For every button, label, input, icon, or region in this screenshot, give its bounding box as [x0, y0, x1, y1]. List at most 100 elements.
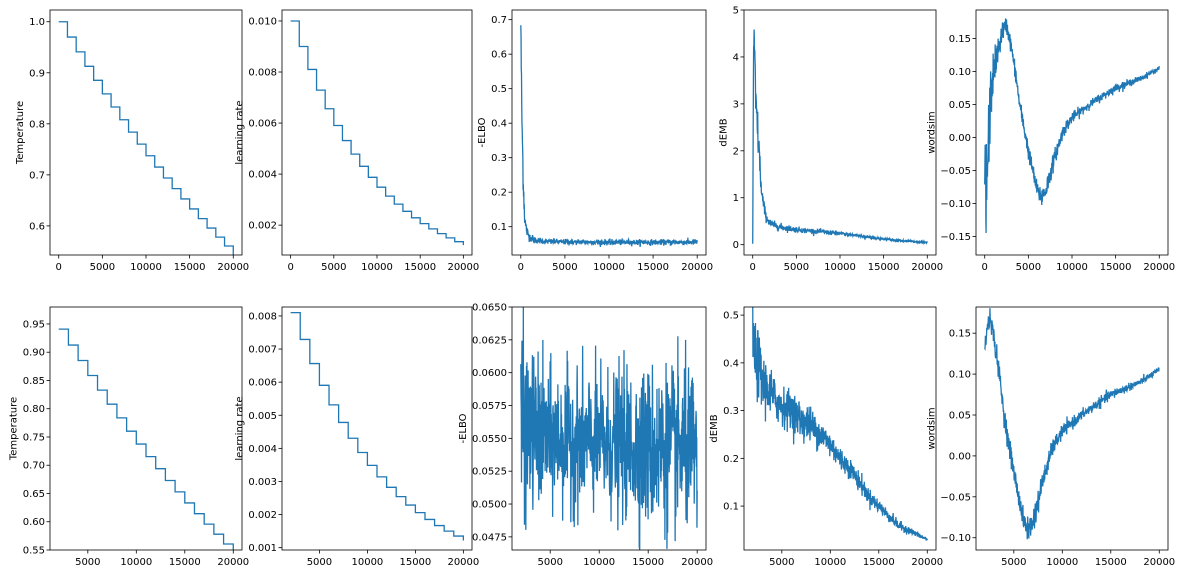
x-tick-label: 5000: [1016, 262, 1041, 273]
x-tick-label: 10000: [814, 557, 846, 568]
y-axis-label: dEMB: [709, 414, 720, 442]
x-tick-label: 15000: [404, 262, 436, 273]
y-tick-label: 0.60: [23, 517, 45, 528]
y-tick-label: 0.90: [23, 348, 45, 359]
x-tick-label: 10000: [361, 262, 393, 273]
y-tick-label: 0.3: [491, 153, 507, 164]
x-tick-label: 20000: [681, 557, 713, 568]
y-tick-label: 0.05: [949, 411, 971, 422]
series-line: [984, 308, 1160, 540]
y-tick-label: 0.10: [949, 67, 971, 78]
y-tick-label: 0.75: [23, 432, 45, 443]
y-tick-label: 0.010: [248, 16, 277, 27]
y-tick-label: 0.0550: [472, 434, 507, 445]
y-tick-label: 0.65: [23, 489, 45, 500]
subplot-5: 0 5000 10000 15000 20000 −0.15 −0.10 −0.05 0.00 0…: [926, 9, 1175, 273]
axes-frame: [281, 306, 473, 551]
x-tick-label: 20000: [447, 557, 479, 568]
x-tick-label: 0: [750, 262, 756, 273]
y-tick-label: 0.10: [949, 370, 971, 381]
y-tick-label: 0.5: [491, 84, 507, 95]
y-tick-label: 0.0625: [472, 335, 507, 346]
x-tick-label: 5000: [552, 262, 577, 273]
y-tick-label: 0.007: [248, 345, 277, 356]
subplot-3: 0 5000 10000 15000 20000 0.1 0.2 0.3 0.4 0.5 0.6 0.…: [477, 9, 713, 273]
series-line: [520, 25, 698, 247]
y-tick-label: 0.5: [723, 311, 739, 322]
y-tick-label: 0.15: [949, 34, 971, 45]
y-tick-label: 0.006: [248, 378, 277, 389]
y-axis-label: learning rate: [234, 396, 245, 460]
y-tick-label: 0.001: [248, 543, 277, 554]
x-tick-label: 10000: [130, 262, 162, 273]
y-tick-label: 0.4: [723, 358, 739, 369]
x-tick-label: 0: [982, 262, 988, 273]
y-tick-label: 0.0500: [472, 500, 507, 511]
y-tick-label: 0.9: [29, 68, 45, 79]
y-tick-label: 0.6: [29, 221, 45, 232]
x-tick-label: 5000: [784, 262, 809, 273]
x-tick-label: 15000: [637, 262, 669, 273]
subplot-10: 5000 10000 15000 20000 −0.10 −0.05 0.00 0.05 0.1…: [926, 306, 1175, 568]
x-tick-label: 0: [287, 262, 293, 273]
y-tick-label: 1: [733, 193, 739, 204]
y-axis-label: -ELBO: [477, 117, 488, 147]
y-tick-label: 0.005: [248, 411, 277, 422]
series-line: [58, 328, 234, 550]
x-tick-label: 5000: [321, 262, 346, 273]
axes-frame: [511, 306, 707, 551]
y-tick-label: 0.1: [723, 502, 739, 513]
y-axis-label: learning rate: [234, 100, 245, 164]
y-tick-label: 0.003: [248, 477, 277, 488]
y-tick-label: 0.002: [248, 221, 277, 232]
x-tick-label: 5000: [75, 557, 100, 568]
y-tick-label: 0.0575: [472, 401, 507, 412]
y-tick-label: 0.7: [491, 15, 507, 26]
y-tick-label: 0.95: [23, 319, 45, 330]
y-axis-label: Temperature: [15, 101, 26, 165]
x-tick-label: 20000: [911, 262, 943, 273]
y-axis-label: wordsim: [926, 111, 937, 153]
subplot-2: 0 5000 10000 15000 20000 0.002 0.004 0.006 0.008…: [234, 9, 479, 273]
axes-frame: [743, 9, 937, 256]
y-tick-label: 1.0: [29, 17, 45, 28]
series-line: [520, 307, 698, 550]
y-tick-label: 0.05: [949, 100, 971, 111]
y-tick-label: 0.15: [949, 329, 971, 340]
y-tick-label: 0.1: [491, 222, 507, 233]
y-tick-label: 0.3: [723, 406, 739, 417]
y-tick-label: 0.70: [23, 461, 45, 472]
y-tick-label: −0.05: [940, 492, 971, 503]
x-tick-label: 10000: [583, 557, 615, 568]
x-tick-label: 10000: [1046, 557, 1078, 568]
x-tick-label: 15000: [632, 557, 664, 568]
y-tick-label: 0.0475: [472, 532, 507, 543]
series-line: [752, 29, 928, 246]
x-tick-label: 20000: [681, 262, 713, 273]
y-tick-label: 0.004: [248, 170, 277, 181]
y-tick-label: 5: [733, 6, 739, 17]
y-tick-label: 0.8: [29, 119, 45, 130]
x-tick-label: 15000: [1100, 262, 1132, 273]
y-tick-label: 0.55: [23, 546, 45, 557]
y-tick-label: 0.008: [248, 311, 277, 322]
x-tick-label: 20000: [1143, 262, 1175, 273]
y-axis-label: -ELBO: [458, 413, 469, 443]
x-tick-label: 10000: [351, 557, 383, 568]
subplot-8: 5000 10000 15000 20000 0.0475 0.0500 0.0525 0.0…: [458, 303, 713, 569]
axes-frame: [511, 9, 707, 256]
x-tick-label: 10000: [1056, 262, 1088, 273]
x-tick-label: 20000: [217, 262, 249, 273]
x-tick-label: 15000: [174, 262, 206, 273]
y-tick-label: −0.05: [940, 166, 971, 177]
series-line: [58, 21, 234, 255]
subplot-7: 5000 10000 15000 20000 0.001 0.002 0.003 0.004 0…: [234, 306, 479, 568]
y-tick-label: −0.10: [940, 533, 971, 544]
x-tick-label: 5000: [90, 262, 115, 273]
y-tick-label: 0.7: [29, 170, 45, 181]
y-tick-label: 0.00: [949, 451, 971, 462]
y-tick-label: 0: [733, 240, 739, 251]
x-tick-label: 10000: [824, 262, 856, 273]
axes-frame: [281, 9, 473, 256]
